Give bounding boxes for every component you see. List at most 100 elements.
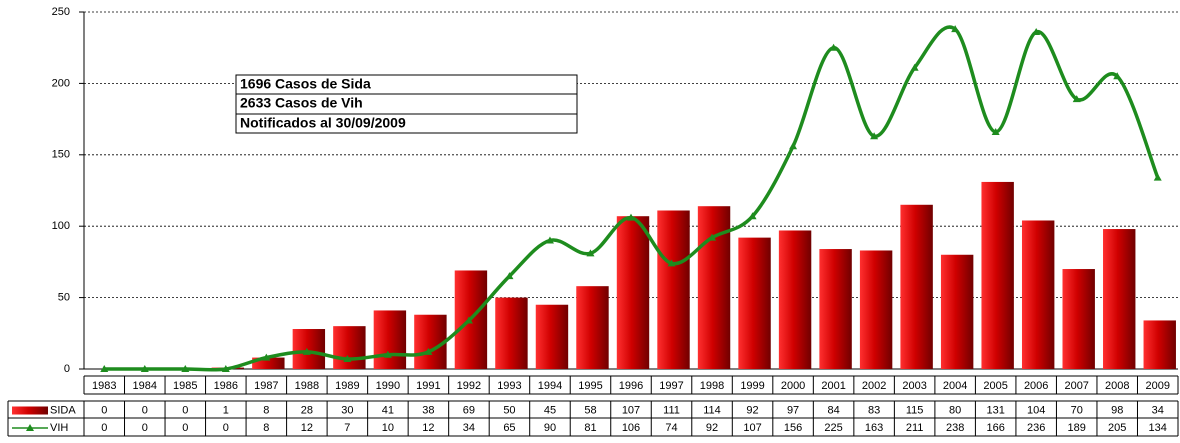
- legend-swatch: [12, 406, 48, 415]
- line-marker: [1113, 72, 1122, 80]
- table-value: 98: [1111, 404, 1123, 416]
- line-marker: [910, 63, 919, 71]
- table-value: 80: [949, 404, 961, 416]
- table-value: 58: [584, 404, 596, 416]
- bar: [859, 250, 893, 369]
- y-tick-label: 250: [52, 6, 70, 18]
- annotation-frame: [235, 74, 578, 134]
- data-table: 1983 1984 1985 1986 1987 1988 1989 1990 1991 1992…: [7, 375, 1179, 437]
- x-tick-label: 1986: [214, 380, 238, 392]
- table-value: 0: [223, 422, 229, 434]
- table-value: 134: [1149, 422, 1167, 434]
- x-tick-label: 1991: [416, 380, 440, 392]
- bar: [1021, 220, 1055, 369]
- table-value: 211: [906, 422, 924, 434]
- x-tick-label: 2009: [1145, 380, 1169, 392]
- bar: [819, 249, 852, 369]
- bar: [252, 357, 285, 369]
- x-tick-label: 1997: [659, 380, 683, 392]
- bar: [940, 254, 974, 369]
- line-marker: [221, 365, 230, 372]
- x-tick-label: 1989: [335, 380, 359, 392]
- table-value: 0: [101, 404, 107, 416]
- table-value: 166: [986, 422, 1004, 434]
- table-value: 114: [703, 404, 721, 416]
- x-tick-label: 2008: [1105, 380, 1129, 392]
- table-value: 111: [663, 404, 680, 416]
- x-tick-label: 2005: [983, 380, 1007, 392]
- table-value: 8: [263, 404, 269, 416]
- line-marker: [667, 259, 676, 267]
- x-tick-label: 2003: [902, 380, 926, 392]
- table-value: 92: [746, 404, 758, 416]
- line-marker: [1032, 27, 1041, 35]
- x-tick-label: 1994: [538, 380, 562, 392]
- table-value: 34: [1152, 404, 1164, 416]
- table-value: 104: [1027, 404, 1045, 416]
- line-marker: [951, 25, 960, 33]
- x-tick-label: 1990: [376, 380, 400, 392]
- line-marker: [262, 353, 271, 361]
- line-marker: [748, 212, 757, 220]
- y-tick-label: 200: [52, 77, 70, 89]
- x-tick-label: 1984: [133, 380, 157, 392]
- bar: [900, 204, 933, 369]
- bar: [333, 326, 366, 369]
- x-tick-label: 2001: [821, 380, 845, 392]
- table-value: 236: [1027, 422, 1045, 434]
- table-value: 225: [824, 422, 842, 434]
- table-value: 10: [382, 422, 394, 434]
- line-marker: [708, 233, 717, 241]
- table-value: 0: [182, 404, 188, 416]
- bar: [778, 230, 812, 369]
- bar: [1143, 320, 1176, 369]
- line-marker: [870, 132, 879, 140]
- table-value: 0: [142, 422, 148, 434]
- table-value: 107: [622, 404, 640, 416]
- table-value: 131: [986, 404, 1004, 416]
- bar: [981, 181, 1014, 369]
- line-marker: [829, 43, 838, 51]
- x-tick-label: 1993: [497, 380, 521, 392]
- x-tick-label: 1987: [254, 380, 278, 392]
- x-tick-label: 1995: [578, 380, 602, 392]
- table-value: 92: [706, 422, 718, 434]
- x-tick-label: 2006: [1024, 380, 1048, 392]
- x-tick-label: 2007: [1064, 380, 1088, 392]
- table-value: 0: [142, 404, 148, 416]
- y-tick-label: 100: [52, 220, 70, 232]
- bar: [414, 314, 447, 369]
- table-value: 90: [544, 422, 556, 434]
- line-marker: [789, 142, 798, 150]
- table-value: 74: [665, 422, 677, 434]
- line-marker: [343, 355, 352, 363]
- table-value: 115: [906, 404, 924, 416]
- x-tick-label: 1988: [295, 380, 319, 392]
- line-marker: [627, 213, 635, 221]
- table-value: 30: [341, 404, 353, 416]
- line-marker: [464, 316, 473, 324]
- table-value: 45: [544, 404, 556, 416]
- table-value: 189: [1068, 422, 1086, 434]
- table-value: 97: [787, 404, 799, 416]
- x-tick-label: 1996: [619, 380, 643, 392]
- line-marker: [1153, 173, 1162, 181]
- line-marker: [424, 347, 433, 355]
- table-value: 106: [622, 422, 640, 434]
- legend-label: VIH: [50, 422, 68, 434]
- line-marker: [1072, 95, 1081, 103]
- line-marker: [383, 350, 392, 358]
- table-value: 65: [503, 422, 515, 434]
- line-marker: [991, 127, 1000, 135]
- table-value: 38: [422, 404, 434, 416]
- y-tick-label: 50: [58, 292, 70, 304]
- table-value: 70: [1071, 404, 1083, 416]
- table-value: 156: [784, 422, 802, 434]
- table-value: 107: [743, 422, 761, 434]
- line-marker: [140, 365, 149, 372]
- table-value: 69: [463, 404, 475, 416]
- line-marker: [545, 236, 554, 244]
- x-tick-label: 2002: [862, 380, 886, 392]
- bar: [616, 216, 650, 369]
